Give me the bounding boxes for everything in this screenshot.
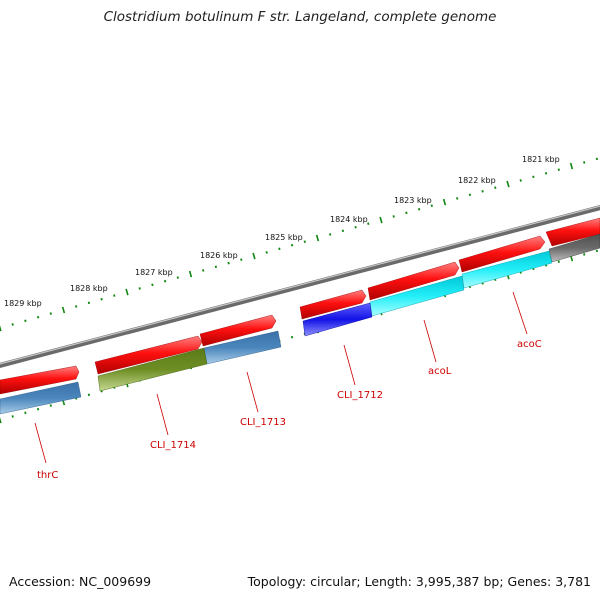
- minor-tick: [265, 251, 268, 254]
- forward-strand-features: [0, 217, 600, 395]
- kbp-label: 1822 kbp: [458, 176, 496, 185]
- major-tick: [61, 306, 66, 314]
- minor-tick: [290, 243, 294, 247]
- minor-tick: [24, 319, 27, 323]
- forward-cds-arrow[interactable]: [0, 365, 80, 395]
- major-tick: [379, 216, 383, 224]
- minor-tick: [278, 247, 281, 251]
- minor-tick: [417, 207, 421, 211]
- minor-tick: [214, 265, 218, 269]
- kbp-label: 1824 kbp: [330, 215, 368, 224]
- map-title: Clostridium botulinum F str. Langeland, …: [103, 9, 497, 25]
- minor-tick: [481, 189, 484, 193]
- forward-cds-arrow[interactable]: [458, 235, 546, 273]
- minor-tick: [151, 283, 154, 287]
- minor-tick: [87, 393, 91, 397]
- forward-cds-arrow[interactable]: [299, 289, 367, 320]
- minor-tick: [75, 305, 78, 308]
- minor-tick: [456, 197, 459, 200]
- major-tick: [506, 180, 510, 188]
- minor-tick: [405, 211, 408, 215]
- topology-text: Topology: circular; Length: 3,995,387 bp…: [247, 574, 591, 589]
- gene-label-CLI_1714[interactable]: CLI_1714: [150, 440, 196, 451]
- minor-tick: [163, 279, 167, 283]
- olive-feature[interactable]: [97, 347, 208, 392]
- major-tick: [0, 325, 2, 332]
- accession-text: Accession: NC_009699: [9, 574, 152, 589]
- major-tick: [252, 252, 256, 260]
- minor-tick: [240, 258, 243, 261]
- major-tick: [315, 234, 320, 242]
- steel-feature[interactable]: [0, 381, 82, 415]
- minor-tick: [468, 193, 472, 197]
- minor-tick: [329, 233, 332, 236]
- minor-tick: [36, 407, 40, 411]
- minor-tick: [113, 294, 116, 297]
- gene-label-CLI_1713[interactable]: CLI_1713: [240, 417, 286, 428]
- forward-cds-arrow[interactable]: [199, 314, 277, 347]
- kbp-label: 1828 kbp: [70, 284, 108, 293]
- minor-tick: [176, 276, 179, 279]
- gene-label-thrC[interactable]: thrC: [37, 470, 58, 481]
- kbp-label: 1821 kbp: [522, 155, 560, 164]
- minor-tick: [24, 411, 27, 415]
- gene-callouts: [34, 291, 528, 464]
- minor-tick: [557, 168, 560, 171]
- minor-tick: [138, 287, 141, 290]
- minor-tick: [87, 301, 91, 305]
- forward-cds-arrow[interactable]: [545, 217, 600, 247]
- minor-tick: [49, 312, 52, 315]
- minor-tick: [354, 225, 357, 229]
- kbp-label: 1829 kbp: [4, 299, 42, 308]
- minor-tick: [202, 269, 205, 272]
- major-tick: [0, 417, 2, 424]
- minor-tick: [341, 229, 345, 233]
- kbp-label: 1823 kbp: [394, 196, 432, 205]
- minor-tick: [430, 204, 433, 207]
- major-tick: [442, 198, 447, 206]
- forward-cds-arrow[interactable]: [94, 335, 203, 375]
- cyan-feature[interactable]: [461, 250, 553, 289]
- gray-feature[interactable]: [548, 233, 600, 263]
- gene-label-CLI_1712[interactable]: CLI_1712: [337, 390, 383, 401]
- minor-tick: [11, 323, 14, 326]
- major-tick: [125, 288, 129, 296]
- minor-tick: [583, 161, 586, 164]
- kbp-labels: 1821 kbp 1822 kbp 1823 kbp 1824 kbp 1825…: [4, 155, 560, 308]
- minor-tick: [367, 222, 370, 225]
- gene-labels: acoC acoL CLI_1712 CLI_1713 CLI_1714 thr…: [37, 339, 542, 481]
- kbp-label: 1826 kbp: [200, 251, 238, 260]
- minor-tick: [227, 261, 230, 265]
- minor-tick: [392, 215, 395, 218]
- blue-feature[interactable]: [302, 302, 373, 337]
- minor-tick: [494, 186, 497, 189]
- gene-label-acoC[interactable]: acoC: [517, 339, 542, 350]
- minor-tick: [557, 260, 560, 263]
- minor-tick: [544, 171, 548, 175]
- forward-cds-arrow[interactable]: [367, 261, 460, 301]
- minor-tick: [36, 315, 40, 319]
- major-tick: [188, 270, 193, 278]
- minor-tick: [595, 249, 599, 253]
- gene-label-acoL[interactable]: acoL: [428, 366, 452, 377]
- kbp-label: 1827 kbp: [135, 268, 173, 277]
- minor-tick: [583, 253, 586, 256]
- minor-tick: [11, 415, 14, 418]
- minor-tick: [49, 404, 52, 407]
- minor-tick: [290, 335, 294, 339]
- minor-tick: [303, 240, 306, 243]
- major-tick: [569, 162, 574, 170]
- minor-tick: [595, 157, 599, 161]
- kbp-label: 1825 kbp: [265, 233, 303, 242]
- minor-tick: [532, 175, 535, 179]
- outer-ruler: [0, 157, 599, 332]
- genome-backbone: [0, 205, 600, 368]
- minor-tick: [100, 297, 103, 301]
- minor-tick: [519, 179, 522, 182]
- reverse-strand-features: [0, 233, 600, 415]
